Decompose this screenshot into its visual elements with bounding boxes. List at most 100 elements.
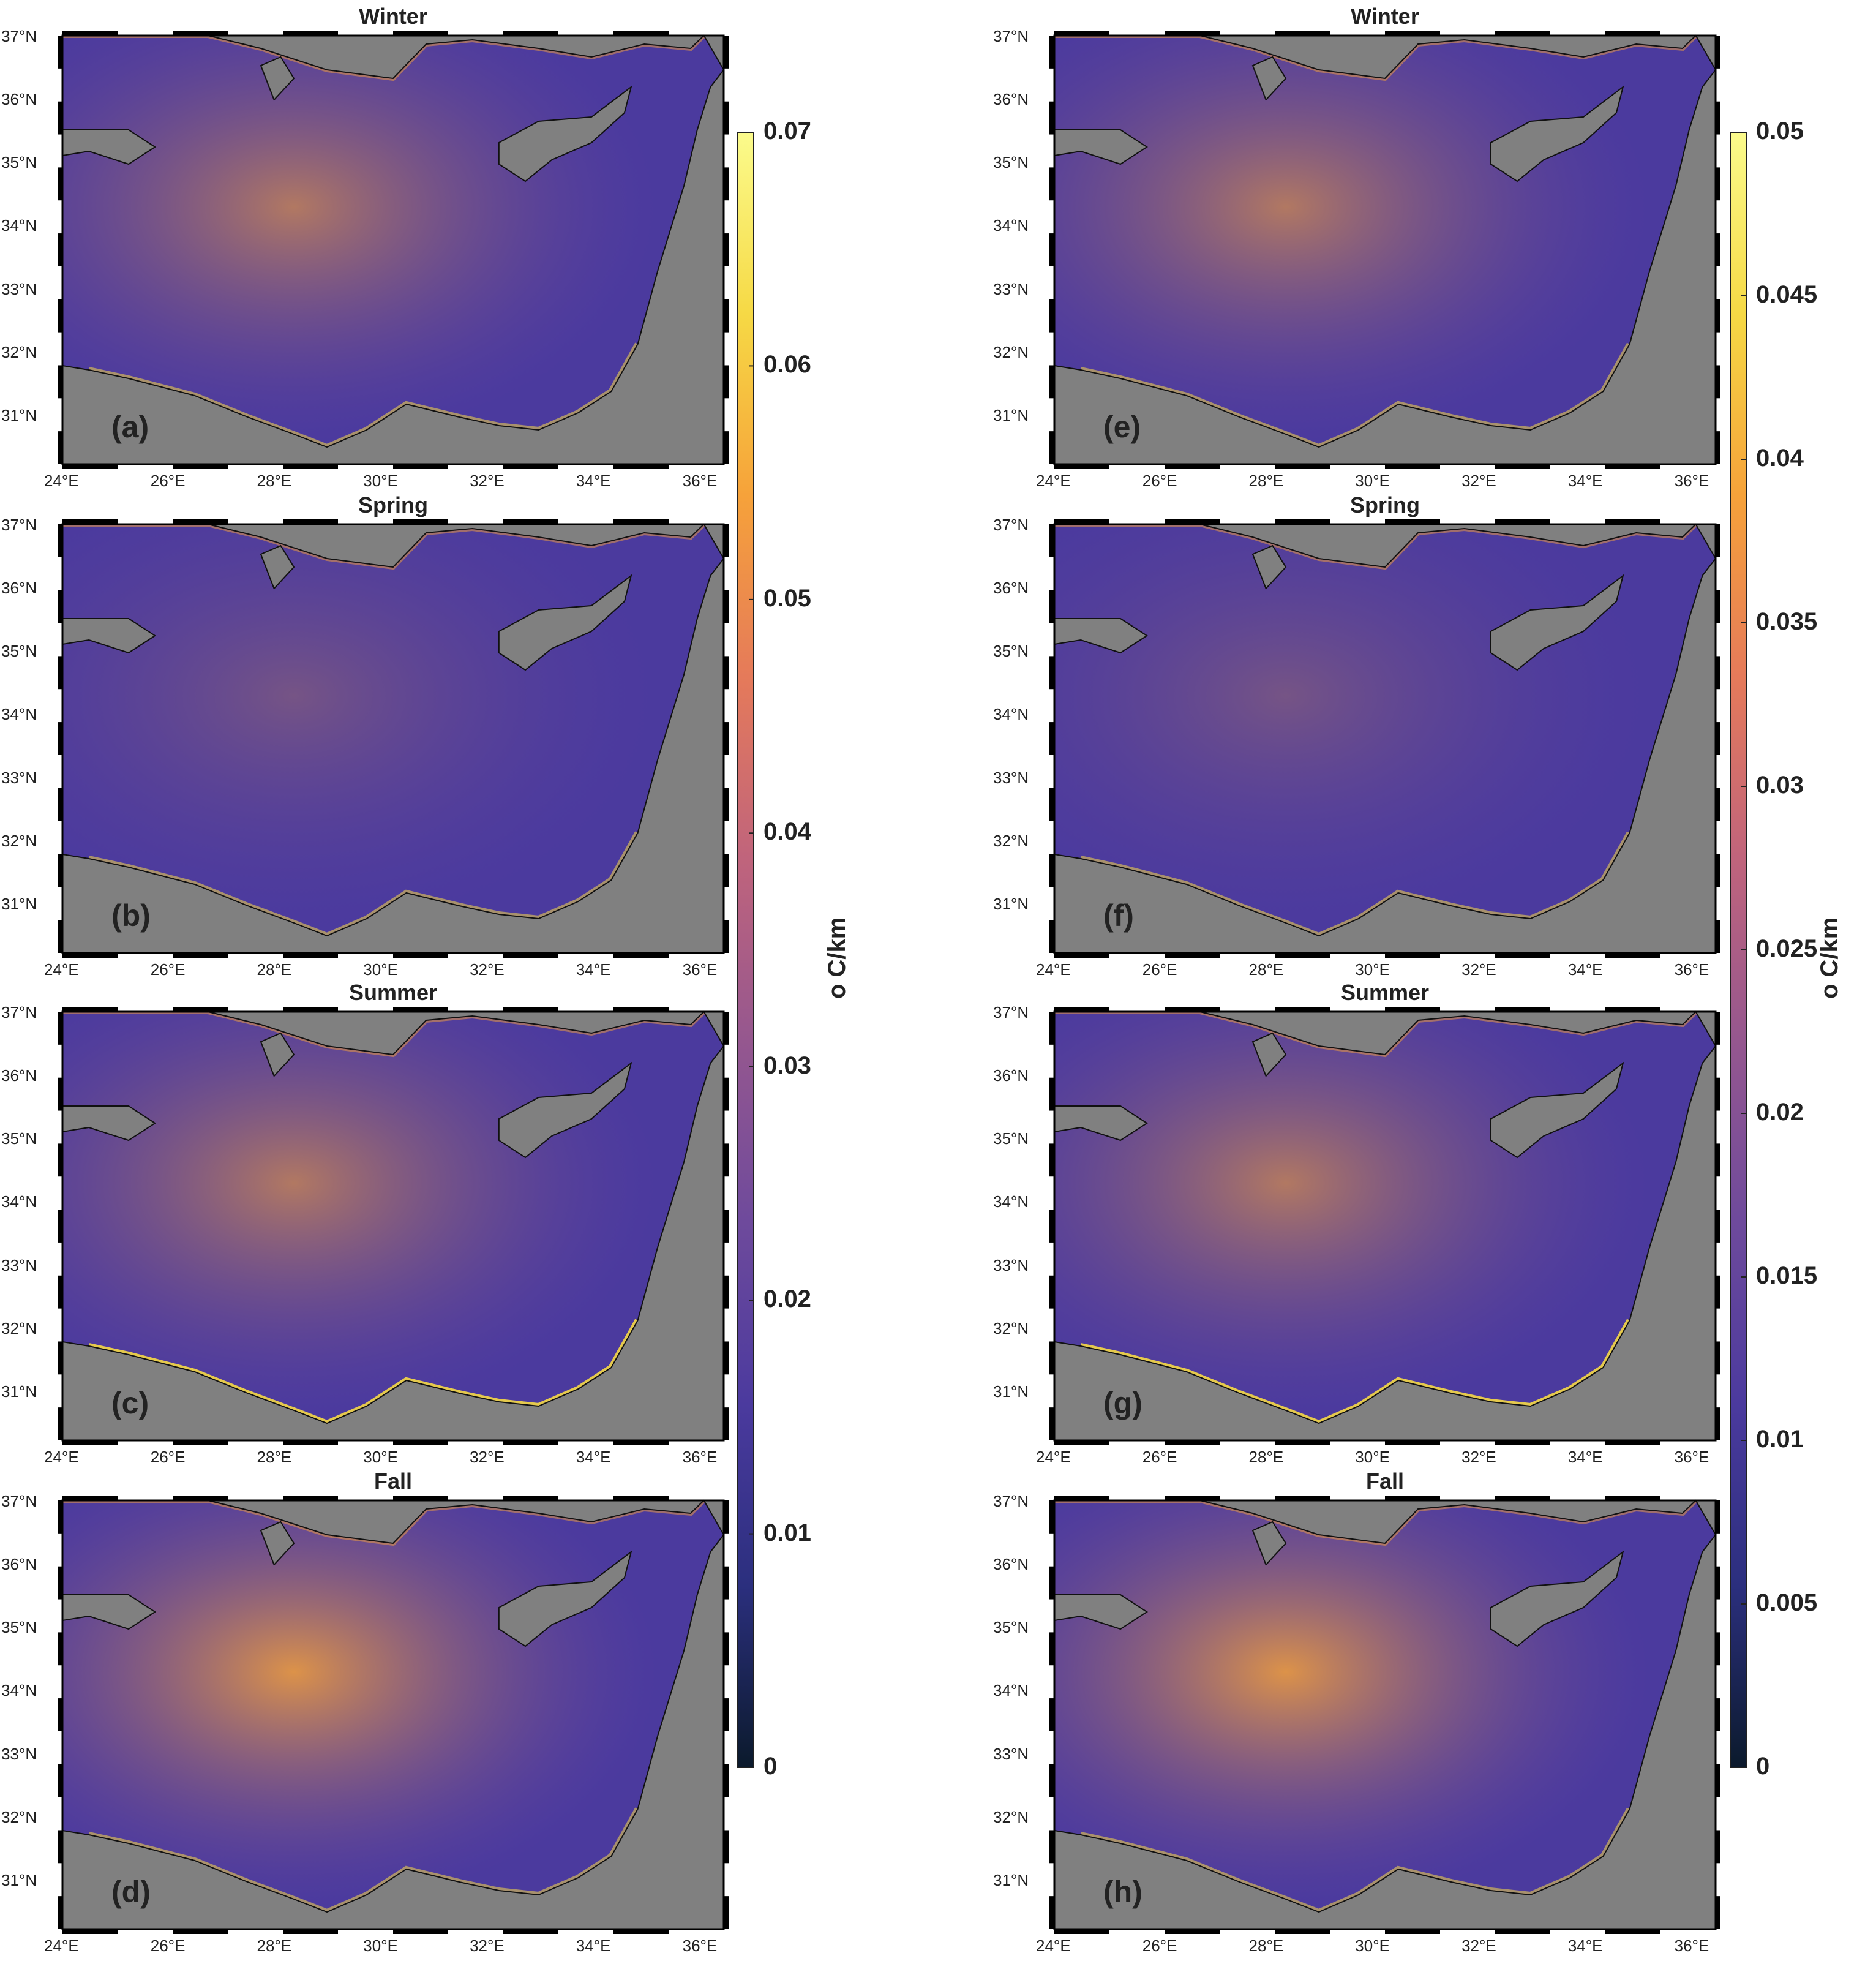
lat-tick-label: 37°N xyxy=(1,1492,37,1510)
lon-tick-label: 30°E xyxy=(363,472,398,490)
lon-tick-label: 30°E xyxy=(1355,472,1390,490)
lon-tick-label: 34°E xyxy=(1567,1448,1603,1466)
lat-tick-label: 37°N xyxy=(993,1492,1029,1510)
map-panel-e xyxy=(1049,31,1720,469)
lat-tick-label: 35°N xyxy=(993,642,1029,661)
panel-title: Winter xyxy=(1351,4,1419,29)
lat-tick-label: 35°N xyxy=(1,1129,37,1148)
lat-tick-label: 35°N xyxy=(1,153,37,172)
colorbar-left xyxy=(737,132,754,1768)
lon-tick-label: 24°E xyxy=(44,960,79,979)
lat-tick-label: 33°N xyxy=(1,1255,37,1274)
lon-tick-label: 28°E xyxy=(1248,1448,1284,1466)
cyprus-island xyxy=(1490,1550,1624,1647)
cyprus-island xyxy=(1490,574,1624,671)
lon-tick-label: 32°E xyxy=(1461,1448,1496,1466)
lon-tick-label: 34°E xyxy=(576,1448,611,1466)
lon-tick-label: 28°E xyxy=(257,472,292,490)
panel-label: (b) xyxy=(111,898,151,933)
rhodes-island xyxy=(260,544,295,590)
lon-tick-label: 32°E xyxy=(470,472,505,490)
lon-tick-label: 36°E xyxy=(682,1936,718,1955)
lon-tick-label: 32°E xyxy=(470,1448,505,1466)
lat-tick-label: 35°N xyxy=(993,1129,1029,1148)
lat-tick-label: 36°N xyxy=(993,1066,1029,1085)
lon-tick-label: 26°E xyxy=(150,472,186,490)
map-panel-d xyxy=(58,1496,729,1934)
panel-title: Spring xyxy=(1350,492,1420,517)
lat-tick-label: 31°N xyxy=(1,405,37,424)
cyprus-island xyxy=(498,1550,632,1647)
map-panel-f xyxy=(1049,519,1720,958)
lat-tick-label: 36°N xyxy=(1,90,37,109)
colorbar-label: o C/km xyxy=(824,917,850,999)
lon-tick-label: 30°E xyxy=(363,1448,398,1466)
panel-label: (e) xyxy=(1103,410,1141,444)
colorbar-tick-label: 0 xyxy=(1756,1753,1770,1780)
lat-tick-label: 34°N xyxy=(993,1192,1029,1211)
lon-tick-label: 24°E xyxy=(44,472,79,490)
lat-tick-label: 31°N xyxy=(993,1870,1029,1889)
colorbar-tick-label: 0.01 xyxy=(764,1519,811,1546)
lat-tick-label: 36°N xyxy=(1,1555,37,1574)
colorbar-tick-label: 0.04 xyxy=(1756,445,1804,472)
map-panel-g xyxy=(1049,1007,1720,1445)
colorbar-tick-label: 0.03 xyxy=(764,1052,811,1079)
lon-tick-label: 36°E xyxy=(682,472,718,490)
lon-tick-label: 32°E xyxy=(1461,960,1496,979)
colorbar-tick-label: 0.035 xyxy=(1756,608,1818,635)
rhodes-island xyxy=(260,56,295,101)
lon-tick-label: 34°E xyxy=(576,1936,611,1955)
lat-tick-label: 32°N xyxy=(1,342,37,361)
cyprus-island xyxy=(498,1061,632,1159)
lon-tick-label: 32°E xyxy=(470,1936,505,1955)
lon-tick-label: 30°E xyxy=(363,960,398,979)
lat-tick-label: 32°N xyxy=(1,1807,37,1826)
lon-tick-label: 32°E xyxy=(1461,1936,1496,1955)
panel-title: Summer xyxy=(348,980,438,1005)
lon-tick-label: 36°E xyxy=(682,960,718,979)
lat-tick-label: 35°N xyxy=(993,1618,1029,1637)
lat-tick-label: 32°N xyxy=(993,1807,1029,1826)
lon-tick-label: 36°E xyxy=(1674,472,1709,490)
colorbar-tick-label: 0.03 xyxy=(1756,772,1804,799)
lon-tick-label: 24°E xyxy=(44,1448,79,1466)
lat-tick-label: 36°N xyxy=(993,1555,1029,1574)
lat-tick-label: 37°N xyxy=(1,1003,37,1022)
lat-tick-label: 35°N xyxy=(993,153,1029,172)
cyprus-island xyxy=(498,574,632,671)
lat-tick-label: 34°N xyxy=(993,1681,1029,1700)
lon-tick-label: 28°E xyxy=(1248,960,1284,979)
lon-tick-label: 24°E xyxy=(44,1936,79,1955)
colorbar-tick-label: 0.045 xyxy=(1756,281,1818,308)
lat-tick-label: 31°N xyxy=(1,1382,37,1401)
panel-title: Spring xyxy=(358,492,428,517)
lat-tick-label: 31°N xyxy=(1,1870,37,1889)
lat-tick-label: 34°N xyxy=(993,705,1029,724)
lat-tick-label: 32°N xyxy=(993,1319,1029,1338)
lon-tick-label: 34°E xyxy=(576,472,611,490)
lon-tick-label: 28°E xyxy=(1248,1936,1284,1955)
map-panel-c xyxy=(58,1007,729,1445)
cyprus-island xyxy=(1490,85,1624,183)
colorbar-tick-label: 0.06 xyxy=(764,351,811,378)
lat-tick-label: 36°N xyxy=(1,1066,37,1085)
lon-tick-label: 26°E xyxy=(150,1448,186,1466)
lat-tick-label: 34°N xyxy=(1,1192,37,1211)
lat-tick-label: 33°N xyxy=(1,279,37,298)
colorbar-tick-label: 0.07 xyxy=(764,118,811,145)
lat-tick-label: 37°N xyxy=(993,1003,1029,1022)
lon-tick-label: 26°E xyxy=(1142,472,1177,490)
lon-tick-label: 36°E xyxy=(682,1448,718,1466)
map-panel-b xyxy=(58,519,729,958)
lat-tick-label: 37°N xyxy=(1,27,37,45)
lon-tick-label: 28°E xyxy=(257,1448,292,1466)
lat-tick-label: 32°N xyxy=(1,831,37,850)
lat-tick-label: 35°N xyxy=(1,642,37,661)
lon-tick-label: 30°E xyxy=(1355,1448,1390,1466)
lon-tick-label: 34°E xyxy=(1567,472,1603,490)
lon-tick-label: 26°E xyxy=(150,960,186,979)
map-panel-h xyxy=(1049,1496,1720,1934)
rhodes-island xyxy=(1251,1032,1287,1077)
